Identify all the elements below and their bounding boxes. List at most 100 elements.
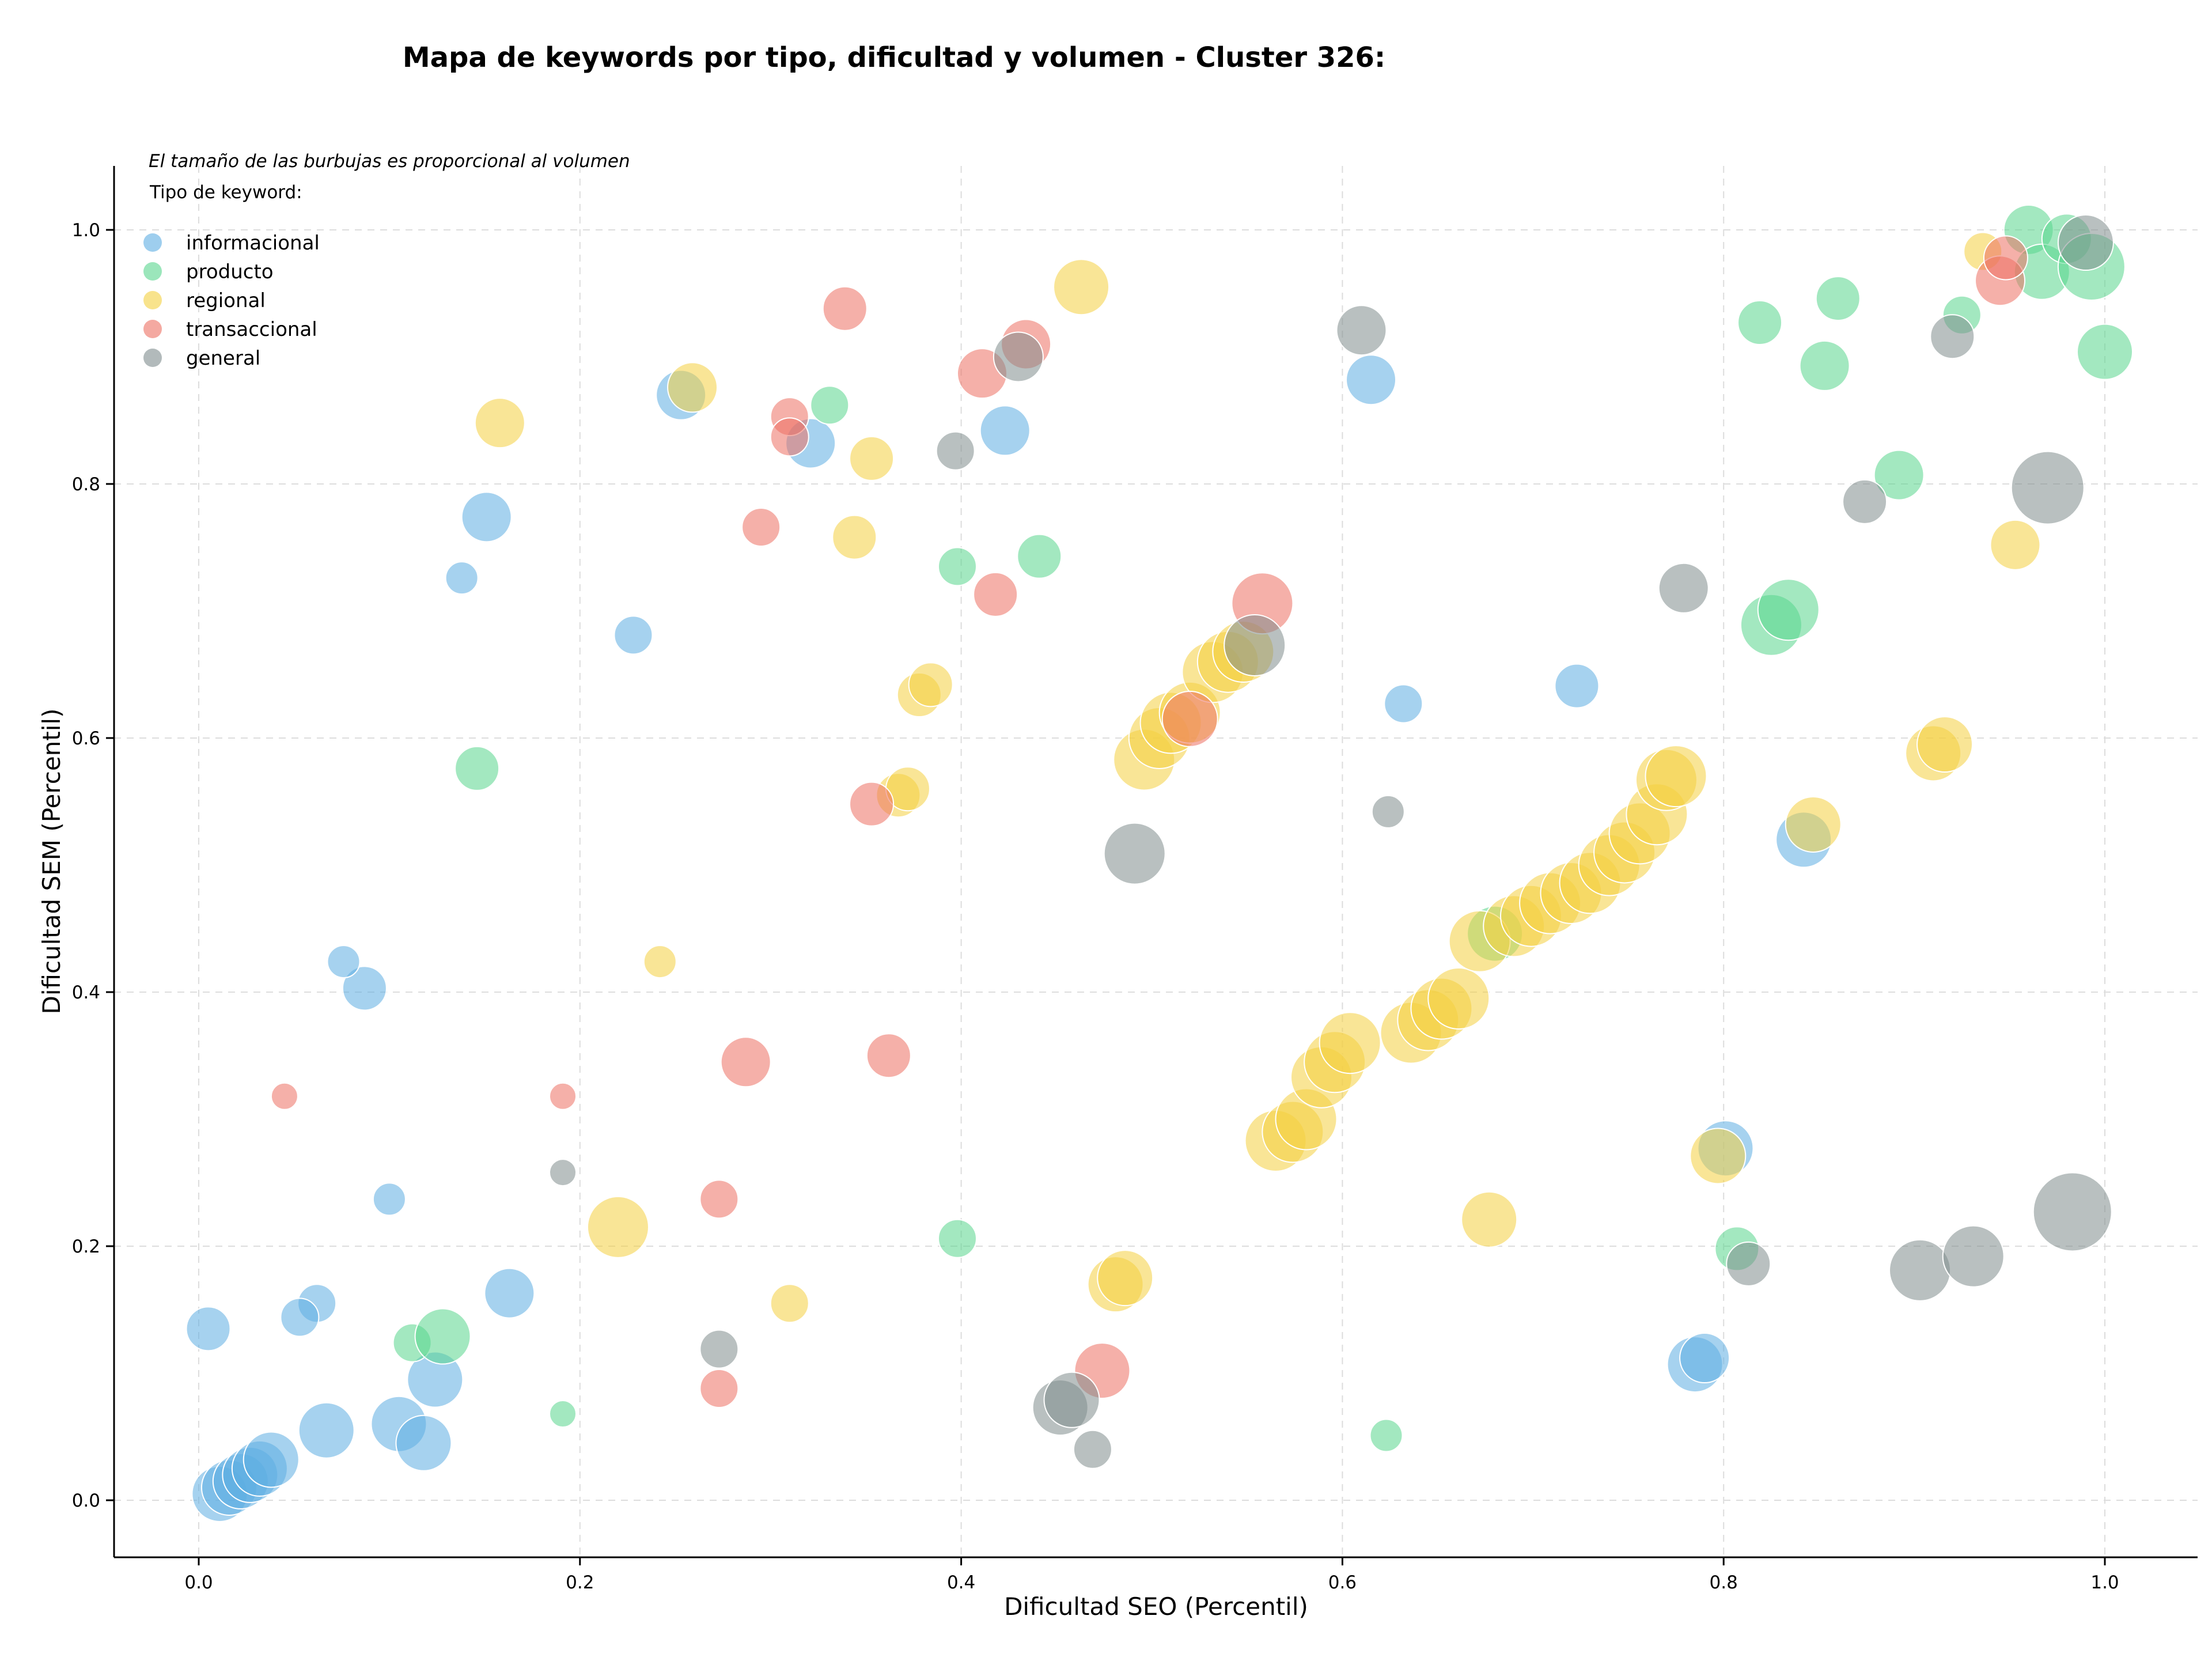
bubble-general xyxy=(1942,1225,2005,1288)
bubble-general xyxy=(1658,562,1709,614)
bubble-informacional xyxy=(243,1431,300,1488)
legend-marker xyxy=(143,233,162,252)
x-tick-label: 0.0 xyxy=(184,1572,213,1593)
bubble-general xyxy=(1103,822,1166,885)
y-tick-label: 0.2 xyxy=(72,1236,100,1257)
bubble-regional xyxy=(586,1195,649,1258)
legend-label: transaccional xyxy=(186,318,317,341)
bubble-regional xyxy=(1053,259,1110,316)
legend-label: informacional xyxy=(186,232,320,255)
bubble-size-note: El tamaño de las burbujas es proporciona… xyxy=(149,151,630,172)
legend-marker xyxy=(143,320,162,338)
x-tick-label: 0.6 xyxy=(1328,1572,1357,1593)
legend-marker xyxy=(143,291,162,309)
bubble-regional xyxy=(1097,1250,1154,1307)
y-tick-label: 0.4 xyxy=(72,982,100,1003)
bubble-producto xyxy=(1369,1418,1403,1452)
bubble-informacional xyxy=(372,1182,406,1216)
gridlines xyxy=(114,166,2198,1557)
bubble-regional xyxy=(1427,967,1490,1030)
bubble-general xyxy=(2010,451,2085,525)
bubble-informacional xyxy=(445,561,479,595)
y-tick-label: 0.0 xyxy=(72,1490,100,1511)
bubble-producto xyxy=(2077,323,2133,380)
y-tick-label: 0.6 xyxy=(72,728,100,749)
bubble-general xyxy=(1043,1371,1100,1428)
x-tick-label: 0.4 xyxy=(947,1572,975,1593)
bubble-informacional xyxy=(298,1402,355,1459)
bubble-informacional xyxy=(327,945,361,979)
bubble-producto xyxy=(810,385,850,425)
bubble-regional xyxy=(1690,1127,1747,1185)
bubble-general xyxy=(1889,1239,1952,1301)
bubble-informacional xyxy=(185,1306,231,1352)
bubble-general xyxy=(2057,214,2114,271)
bubble-producto xyxy=(1873,449,1925,501)
bubble-regional xyxy=(643,945,677,979)
x-tick-label: 0.8 xyxy=(1710,1572,1738,1593)
bubble-regional xyxy=(1785,796,1842,853)
y-tick-label: 0.8 xyxy=(72,474,100,495)
legend-marker xyxy=(143,349,162,367)
axes xyxy=(113,166,2198,1558)
bubble-regional xyxy=(908,662,953,707)
legend-label: regional xyxy=(186,289,266,312)
ticks: 0.0 0.2 0.4 0.6 0.8 1.0 0.0 0.2 0.4 0.6 0.8 1.0 xyxy=(72,220,2119,1593)
bubble-general xyxy=(699,1329,739,1369)
bubble-informacional xyxy=(280,1297,320,1337)
bubble-transaccional xyxy=(699,1179,739,1219)
bubble-informacional xyxy=(979,405,1031,456)
bubble-informacional xyxy=(1384,684,1423,724)
legend: Tipo de keyword: informacional producto re… xyxy=(143,182,320,370)
legend-marker xyxy=(143,262,162,281)
bubble-producto xyxy=(937,1219,977,1258)
bubble-general xyxy=(1930,314,1975,360)
bubble-informacional xyxy=(461,491,512,543)
legend-label: producto xyxy=(186,260,274,283)
bubble-producto xyxy=(1815,276,1861,321)
bubble-informacional xyxy=(342,966,387,1011)
bubble-transaccional xyxy=(866,1033,911,1079)
bubble-transaccional xyxy=(849,781,895,827)
x-tick-label: 0.2 xyxy=(566,1572,594,1593)
bubble-general xyxy=(2032,1172,2112,1252)
chart-title: Mapa de keywords por tipo, dificultad y … xyxy=(403,41,1385,74)
bubble-transaccional xyxy=(741,507,781,547)
bubble-regional xyxy=(1645,745,1707,808)
bubble-producto xyxy=(414,1308,471,1365)
bubble-transaccional xyxy=(770,417,809,457)
bubble-informacional xyxy=(1679,1333,1730,1384)
bubble-informacional xyxy=(395,1414,452,1471)
bubble-producto xyxy=(549,1400,577,1428)
bubble-regional xyxy=(1990,519,2041,570)
bubble-general xyxy=(1224,614,1286,677)
bubble-regional xyxy=(667,362,718,413)
bubble-informacional xyxy=(1554,663,1600,709)
legend-title: Tipo de keyword: xyxy=(149,182,302,203)
bubble-regional xyxy=(1916,716,1974,773)
bubble-general xyxy=(935,431,975,471)
bubble-informacional xyxy=(484,1267,535,1319)
bubble-general xyxy=(1336,305,1387,356)
bubble-producto xyxy=(937,547,977,587)
y-axis-label: Dificultad SEM (Percentil) xyxy=(37,709,66,1015)
y-tick-label: 1.0 xyxy=(72,220,100,241)
bubble-general xyxy=(1726,1241,1771,1287)
bubble-transaccional xyxy=(1161,690,1218,747)
bubble-general xyxy=(1842,479,1888,524)
bubble-regional xyxy=(1319,1012,1381,1074)
bubble-producto xyxy=(1017,534,1062,579)
legend-label: general xyxy=(186,347,260,370)
bubble-informacional xyxy=(1346,354,1397,406)
bubble-producto xyxy=(1799,340,1850,391)
x-axis-label: Dificultad SEO (Percentil) xyxy=(1004,1592,1308,1621)
x-tick-label: 1.0 xyxy=(2090,1572,2119,1593)
bubble-producto xyxy=(454,746,500,791)
bubble-transaccional xyxy=(1983,235,2028,281)
bubble-informacional xyxy=(613,615,653,655)
bubble-transaccional xyxy=(973,572,1018,617)
bubble-transaccional xyxy=(549,1082,577,1110)
bubble-regional xyxy=(1461,1191,1518,1248)
bubble-transaccional xyxy=(270,1082,298,1110)
bubble-general xyxy=(993,331,1044,383)
